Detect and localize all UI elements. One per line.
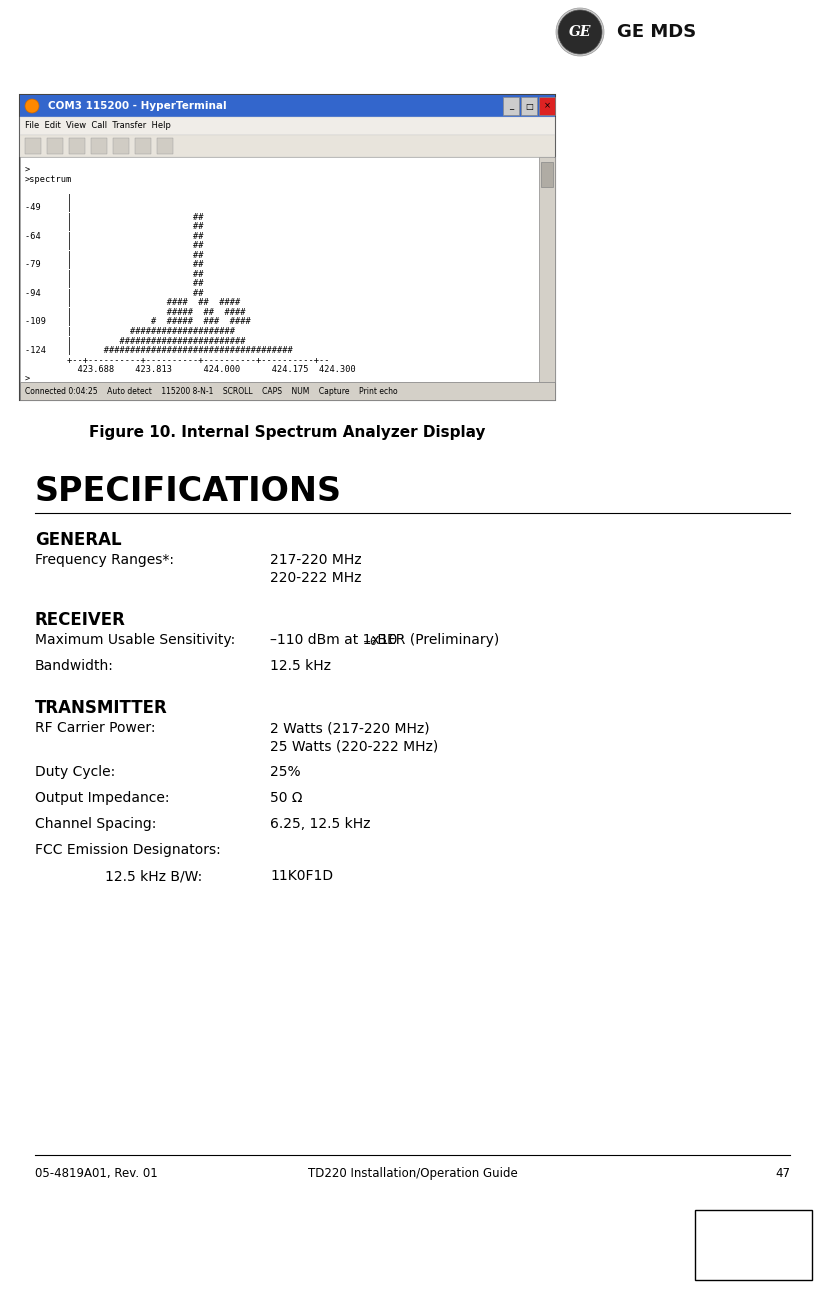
- Text: -64     |                       ##: -64 | ##: [25, 232, 203, 241]
- Text: 217-220 MHz: 217-220 MHz: [270, 553, 361, 567]
- Bar: [695, 1210, 812, 1279]
- Text: |                       ##: | ##: [25, 241, 203, 250]
- Text: -124    |      ####################################: -124 | #################################…: [25, 346, 293, 355]
- Text: File  Edit  View  Call  Transfer  Help: File Edit View Call Transfer Help: [25, 122, 171, 131]
- Text: >: >: [25, 166, 31, 174]
- Text: Figure 10. Internal Spectrum Analyzer Display: Figure 10. Internal Spectrum Analyzer Di…: [89, 425, 485, 440]
- Text: _: _: [509, 101, 513, 110]
- Bar: [541, 162, 553, 186]
- Text: GENERAL: GENERAL: [35, 531, 122, 549]
- Text: Duty Cycle:: Duty Cycle:: [35, 765, 115, 780]
- Text: 25%: 25%: [270, 765, 301, 780]
- Text: □: □: [525, 101, 533, 110]
- Circle shape: [556, 8, 604, 56]
- Text: COM3 115200 - HyperTerminal: COM3 115200 - HyperTerminal: [48, 101, 227, 111]
- Bar: [20, 157, 539, 382]
- Text: -49     |: -49 |: [25, 203, 72, 212]
- Text: GE MDS: GE MDS: [617, 23, 696, 41]
- Text: |                       ##: | ##: [25, 223, 203, 232]
- Bar: [157, 139, 173, 154]
- Bar: [25, 139, 41, 154]
- Text: |                  #####  ##  ####: | ##### ## ####: [25, 308, 246, 317]
- Text: |                       ##: | ##: [25, 269, 203, 278]
- Bar: [91, 139, 107, 154]
- Bar: [20, 95, 555, 117]
- Bar: [135, 139, 151, 154]
- Text: Output Impedance:: Output Impedance:: [35, 791, 170, 805]
- Bar: [47, 139, 63, 154]
- Text: 12.5 kHz B/W:: 12.5 kHz B/W:: [105, 869, 203, 883]
- Bar: [503, 97, 519, 115]
- Bar: [20, 95, 555, 400]
- Bar: [539, 157, 555, 382]
- Text: TRANSMITTER: TRANSMITTER: [35, 699, 168, 717]
- Bar: [20, 117, 555, 135]
- Text: RECEIVER: RECEIVER: [35, 611, 126, 629]
- Bar: [20, 382, 555, 400]
- Text: |: |: [25, 194, 72, 203]
- Bar: [20, 135, 555, 157]
- Text: 423.688    423.813      424.000      424.175  424.300: 423.688 423.813 424.000 424.175 424.300: [25, 365, 356, 374]
- Text: Connected 0:04:25    Auto detect    115200 8-N-1    SCROLL    CAPS    NUM    Cap: Connected 0:04:25 Auto detect 115200 8-N…: [25, 386, 398, 395]
- Text: GE: GE: [569, 25, 591, 39]
- Text: TD220 Installation/Operation Guide: TD220 Installation/Operation Guide: [308, 1167, 518, 1180]
- Bar: [113, 139, 129, 154]
- Text: 47: 47: [775, 1167, 790, 1180]
- Text: -94     |                       ##: -94 | ##: [25, 289, 203, 298]
- Text: |                  ####  ##  ####: | #### ## ####: [25, 298, 241, 307]
- Text: 12.5 kHz: 12.5 kHz: [270, 659, 331, 673]
- Text: >spectrum: >spectrum: [25, 175, 72, 184]
- Text: 11K0F1D: 11K0F1D: [270, 869, 333, 883]
- Text: |                       ##: | ##: [25, 212, 203, 221]
- Text: -109    |               #  #####  ###  ####: -109 | # ##### ### ####: [25, 317, 251, 326]
- Text: –110 dBm at 1x10: –110 dBm at 1x10: [270, 633, 398, 648]
- Text: ×: ×: [543, 101, 551, 110]
- Text: FCC Emission Designators:: FCC Emission Designators:: [35, 843, 221, 857]
- Circle shape: [25, 98, 39, 113]
- Text: 2 Watts (217-220 MHz): 2 Watts (217-220 MHz): [270, 721, 429, 736]
- Text: Frequency Ranges*:: Frequency Ranges*:: [35, 553, 174, 567]
- Text: |         ########################: | ########################: [25, 337, 246, 346]
- Text: |           ####################: | ####################: [25, 326, 235, 335]
- Bar: [539, 97, 555, 115]
- Text: BER (Preliminary): BER (Preliminary): [373, 633, 499, 648]
- Text: |                       ##: | ##: [25, 251, 203, 260]
- Text: RF Carrier Power:: RF Carrier Power:: [35, 721, 155, 736]
- Text: 05-4819A01, Rev. 01: 05-4819A01, Rev. 01: [35, 1167, 158, 1180]
- Text: SPECIFICATIONS: SPECIFICATIONS: [35, 475, 342, 508]
- Text: Channel Spacing:: Channel Spacing:: [35, 817, 156, 831]
- Text: 50 Ω: 50 Ω: [270, 791, 303, 805]
- Text: 25 Watts (220-222 MHz): 25 Watts (220-222 MHz): [270, 739, 438, 752]
- Text: 6.25, 12.5 kHz: 6.25, 12.5 kHz: [270, 817, 370, 831]
- Bar: [69, 139, 85, 154]
- Text: +--+----------+----------+----------+----------+--: +--+----------+----------+----------+---…: [25, 356, 329, 365]
- Bar: [521, 97, 537, 115]
- Text: 220-222 MHz: 220-222 MHz: [270, 571, 361, 585]
- Text: >: >: [25, 374, 31, 383]
- Text: Maximum Usable Sensitivity:: Maximum Usable Sensitivity:: [35, 633, 235, 648]
- Text: |                       ##: | ##: [25, 280, 203, 289]
- Text: Bandwidth:: Bandwidth:: [35, 659, 114, 673]
- Text: -79     |                       ##: -79 | ##: [25, 260, 203, 269]
- Text: −6: −6: [363, 637, 377, 648]
- Circle shape: [558, 10, 602, 54]
